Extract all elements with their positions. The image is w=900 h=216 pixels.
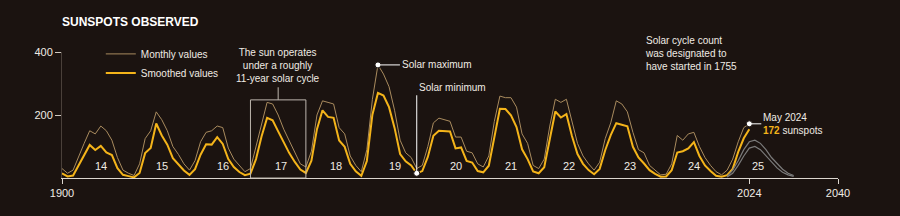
svg-text:1900: 1900 bbox=[50, 187, 74, 199]
svg-text:14: 14 bbox=[95, 160, 107, 172]
svg-text:Smoothed values: Smoothed values bbox=[141, 68, 218, 79]
svg-text:2024: 2024 bbox=[737, 187, 761, 199]
svg-text:16: 16 bbox=[217, 160, 229, 172]
svg-text:19: 19 bbox=[389, 160, 401, 172]
svg-text:Solar cycle countwas designate: Solar cycle countwas designated tohave s… bbox=[645, 35, 737, 72]
svg-text:25: 25 bbox=[752, 160, 764, 172]
svg-text:Solar maximum: Solar maximum bbox=[402, 59, 471, 70]
svg-text:Monthly values: Monthly values bbox=[141, 49, 208, 60]
svg-text:23: 23 bbox=[624, 160, 636, 172]
svg-text:20: 20 bbox=[450, 160, 462, 172]
svg-text:2040: 2040 bbox=[826, 187, 850, 199]
svg-text:21: 21 bbox=[505, 160, 517, 172]
svg-text:17: 17 bbox=[275, 160, 287, 172]
svg-text:15: 15 bbox=[156, 160, 168, 172]
svg-text:200: 200 bbox=[34, 109, 52, 121]
svg-text:24: 24 bbox=[688, 160, 700, 172]
svg-text:May 2024172 sunspots: May 2024172 sunspots bbox=[763, 112, 823, 136]
svg-text:22: 22 bbox=[563, 160, 575, 172]
svg-text:400: 400 bbox=[34, 46, 52, 58]
svg-text:18: 18 bbox=[330, 160, 342, 172]
svg-text:SUNSPOTS OBSERVED: SUNSPOTS OBSERVED bbox=[62, 15, 199, 29]
svg-text:Solar minimum: Solar minimum bbox=[419, 82, 486, 93]
svg-text:The sun operatesunder a roughl: The sun operatesunder a roughly11-year s… bbox=[236, 47, 320, 84]
